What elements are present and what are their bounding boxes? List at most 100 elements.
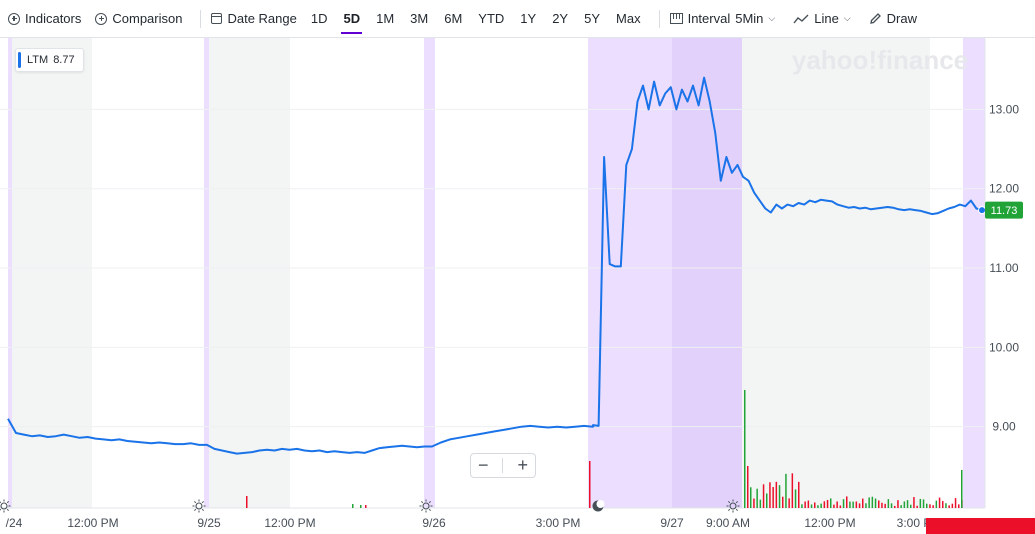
range-tab-1m[interactable]: 1M bbox=[376, 10, 395, 26]
comparison-button[interactable]: Comparison bbox=[95, 11, 182, 26]
volume-bar bbox=[945, 503, 947, 508]
toolbar-divider bbox=[200, 9, 202, 28]
y-tick-label: 11.00 bbox=[989, 261, 1018, 275]
sun-icon bbox=[726, 499, 740, 513]
chart-toolbar: Indicators Comparison Date Range 1D 5D 1M 3… bbox=[0, 0, 1035, 38]
date-range-button[interactable]: Date Range bbox=[211, 11, 297, 26]
comparison-label: Comparison bbox=[112, 11, 183, 26]
volume-bar bbox=[874, 498, 877, 508]
x-tick-label: 9:00 AM bbox=[706, 516, 750, 530]
extended-hours-band bbox=[672, 38, 742, 508]
volume-bar bbox=[826, 499, 829, 508]
price-chart[interactable]: yahoo!finance 13.00 12.00 11.00 10.00 9.00 /… bbox=[0, 38, 1035, 534]
volume-bar bbox=[775, 481, 778, 508]
price-series bbox=[7, 76, 986, 455]
volume-bar bbox=[938, 497, 941, 508]
volume-bar bbox=[913, 497, 915, 508]
sun-icon-ray bbox=[735, 508, 738, 511]
toolbar-divider bbox=[658, 9, 660, 28]
volume-bar bbox=[839, 505, 842, 508]
sun-icon-ray bbox=[201, 508, 204, 511]
volume-bar bbox=[910, 504, 912, 508]
volume-bar bbox=[744, 390, 746, 508]
chart-type-button[interactable]: Line ⌵ bbox=[793, 11, 851, 26]
red-price-tag-clipped bbox=[926, 518, 1035, 534]
ltm-legend-badge[interactable]: LTM 8.77 bbox=[15, 48, 84, 72]
volume-bar bbox=[810, 504, 813, 508]
volume-bar bbox=[352, 504, 354, 508]
interval-button[interactable]: Interval 5Min ⌵ bbox=[669, 11, 775, 26]
volume-bar bbox=[794, 489, 797, 508]
volume-bar bbox=[246, 496, 248, 508]
market-hours-band bbox=[830, 38, 930, 508]
plus-circle-icon bbox=[8, 12, 20, 25]
pencil-icon bbox=[869, 13, 881, 24]
interval-label: Interval bbox=[687, 11, 731, 26]
volume-bar bbox=[807, 500, 810, 508]
draw-label: Draw bbox=[886, 11, 917, 26]
sun-icon-ray bbox=[735, 501, 738, 504]
range-tab-max[interactable]: Max bbox=[616, 10, 641, 26]
zoom-out-button[interactable]: − bbox=[477, 455, 489, 475]
volume-bar bbox=[772, 487, 774, 508]
range-tab-5y[interactable]: 5Y bbox=[584, 10, 601, 26]
session-bands bbox=[8, 38, 985, 508]
range-tab-3m[interactable]: 3M bbox=[410, 10, 429, 26]
volume-bar bbox=[868, 497, 870, 508]
range-tab-1d[interactable]: 1D bbox=[310, 10, 328, 26]
volume-bar bbox=[747, 466, 749, 508]
volume-bar bbox=[769, 482, 771, 508]
volume-bar bbox=[817, 505, 819, 508]
range-tab-5d[interactable]: 5D bbox=[335, 0, 368, 38]
volume-bars bbox=[246, 390, 963, 508]
volume-bar bbox=[788, 498, 790, 508]
volume-bar bbox=[942, 501, 944, 508]
gridlines bbox=[0, 38, 986, 509]
sun-icon-ray bbox=[428, 501, 431, 504]
volume-bar bbox=[922, 499, 925, 508]
range-tab-ytd[interactable]: YTD bbox=[478, 10, 505, 26]
volume-bar bbox=[916, 505, 918, 508]
volume-bar bbox=[961, 470, 963, 508]
range-tab-6m[interactable]: 6M bbox=[444, 10, 463, 26]
x-tick-label: 9/26 bbox=[422, 516, 446, 530]
x-tick-label: 9/27 bbox=[660, 516, 684, 530]
chart-type-label: Line bbox=[814, 11, 839, 26]
ltm-value: 8.77 bbox=[53, 54, 75, 66]
range-tab-2y[interactable]: 2Y bbox=[552, 10, 569, 26]
x-axis: /24 12:00 PM 9/25 12:00 PM 9/26 3:00 PM 9/27 9:… bbox=[6, 516, 942, 530]
market-hours-band bbox=[12, 38, 92, 508]
volume-bar bbox=[884, 503, 886, 508]
volume-bar bbox=[759, 499, 762, 508]
sun-icon bbox=[0, 499, 11, 513]
volume-bar bbox=[929, 504, 931, 508]
market-hours-band bbox=[742, 38, 830, 508]
volume-bar bbox=[804, 501, 806, 508]
date-range-label: Date Range bbox=[227, 11, 297, 26]
sun-icon-ray bbox=[728, 501, 731, 504]
draw-button[interactable]: Draw bbox=[869, 11, 917, 26]
sun-icon-ray bbox=[0, 508, 2, 511]
volume-bar bbox=[932, 505, 934, 508]
volume-bar bbox=[778, 485, 781, 508]
sun-icon bbox=[419, 499, 433, 513]
last-price-dot bbox=[978, 206, 986, 215]
plus-circle-icon bbox=[95, 12, 108, 25]
sun-icon-ray bbox=[201, 501, 204, 504]
volume-bar bbox=[954, 498, 957, 508]
x-tick-label: 12:00 PM bbox=[67, 516, 118, 530]
volume-bar bbox=[360, 505, 362, 508]
sun-icon-core bbox=[0, 502, 8, 510]
zoom-in-button[interactable]: + bbox=[517, 455, 528, 475]
volume-bar bbox=[906, 500, 909, 508]
indicators-button[interactable]: Indicators bbox=[8, 11, 81, 26]
range-tabs: 1D 5D 1M 3M 6M YTD 1Y 2Y 5Y Max bbox=[303, 0, 649, 38]
x-tick-label: 9/25 bbox=[197, 516, 221, 530]
volume-bar bbox=[852, 501, 854, 508]
ltm-symbol: LTM bbox=[27, 54, 49, 66]
volume-bar bbox=[858, 503, 861, 508]
yahoo-finance-watermark: yahoo!finance bbox=[792, 45, 968, 75]
legend-color-swatch bbox=[18, 52, 21, 68]
line-chart-icon bbox=[793, 14, 809, 23]
range-tab-1y[interactable]: 1Y bbox=[520, 10, 537, 26]
